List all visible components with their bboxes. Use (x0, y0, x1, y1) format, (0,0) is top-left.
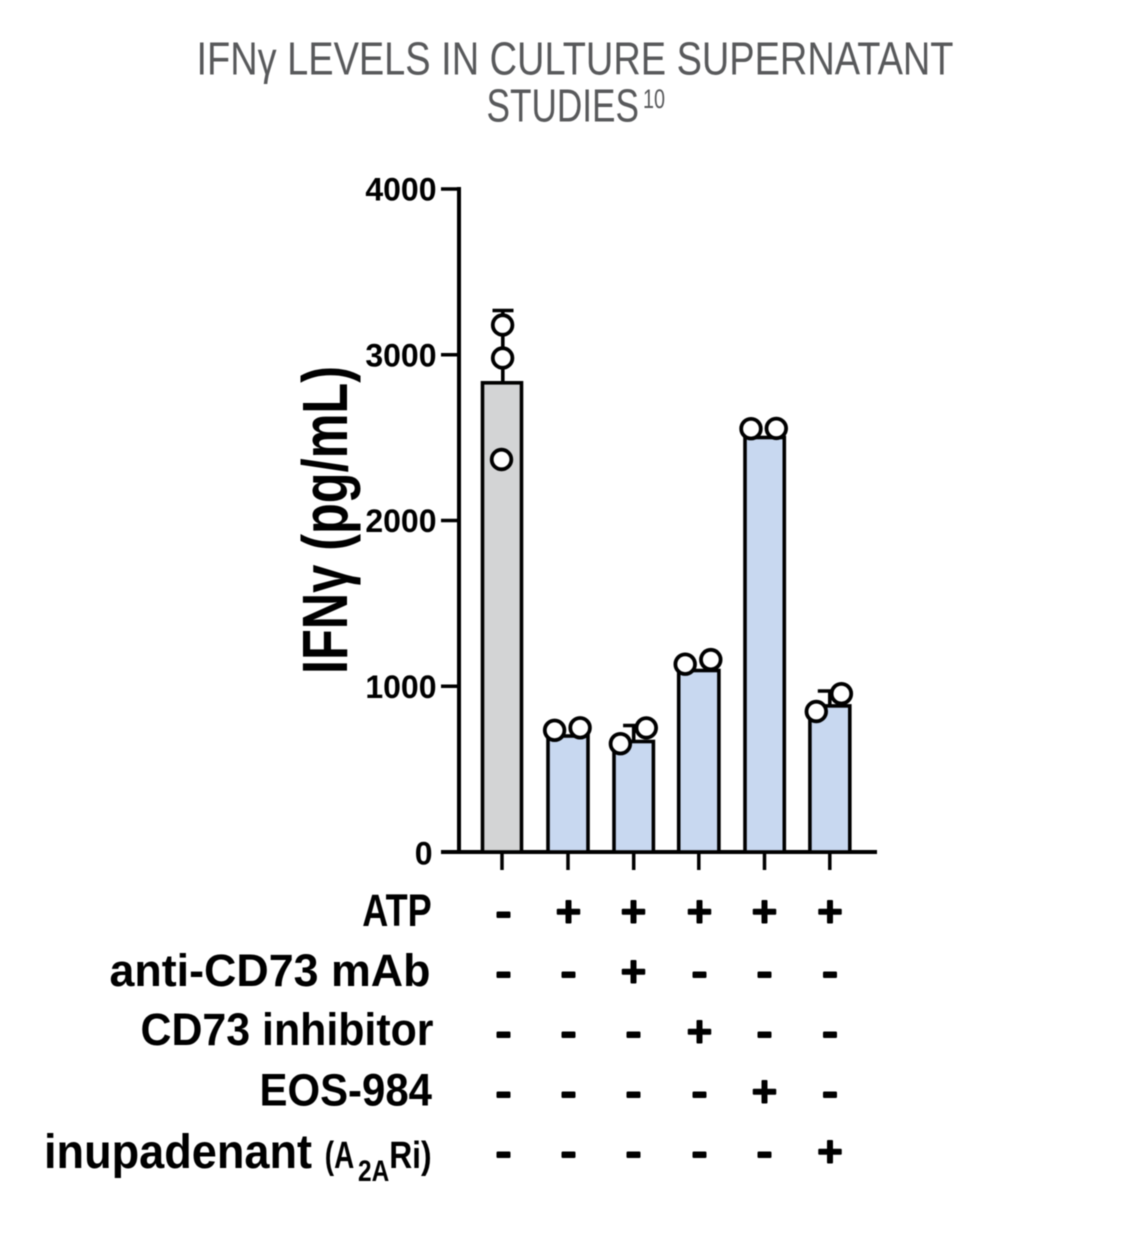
svg-text:IFNγ (pg/mL): IFNγ (pg/mL) (289, 366, 361, 674)
svg-text:anti-CD73 mAb: anti-CD73 mAb (110, 945, 431, 996)
svg-text:EOS-984: EOS-984 (260, 1065, 433, 1116)
svg-text:2A: 2A (358, 1155, 389, 1188)
svg-text:4000: 4000 (365, 172, 436, 208)
svg-text:10: 10 (643, 84, 665, 114)
svg-text:CD73 inhibitor: CD73 inhibitor (141, 1004, 434, 1055)
svg-text:2000: 2000 (365, 503, 436, 539)
svg-text:inupadenant: inupadenant (44, 1126, 312, 1179)
svg-text:IFNγ LEVELS IN CULTURE SUPERNA: IFNγ LEVELS IN CULTURE SUPERNATANT (197, 33, 954, 85)
svg-text:Ri): Ri) (389, 1135, 431, 1177)
svg-text:0: 0 (415, 835, 433, 871)
svg-text:3000: 3000 (365, 338, 436, 374)
svg-text:ATP: ATP (362, 885, 432, 936)
svg-text:1000: 1000 (365, 669, 436, 705)
svg-text:STUDIES: STUDIES (487, 80, 640, 132)
svg-text:(A: (A (325, 1135, 354, 1177)
